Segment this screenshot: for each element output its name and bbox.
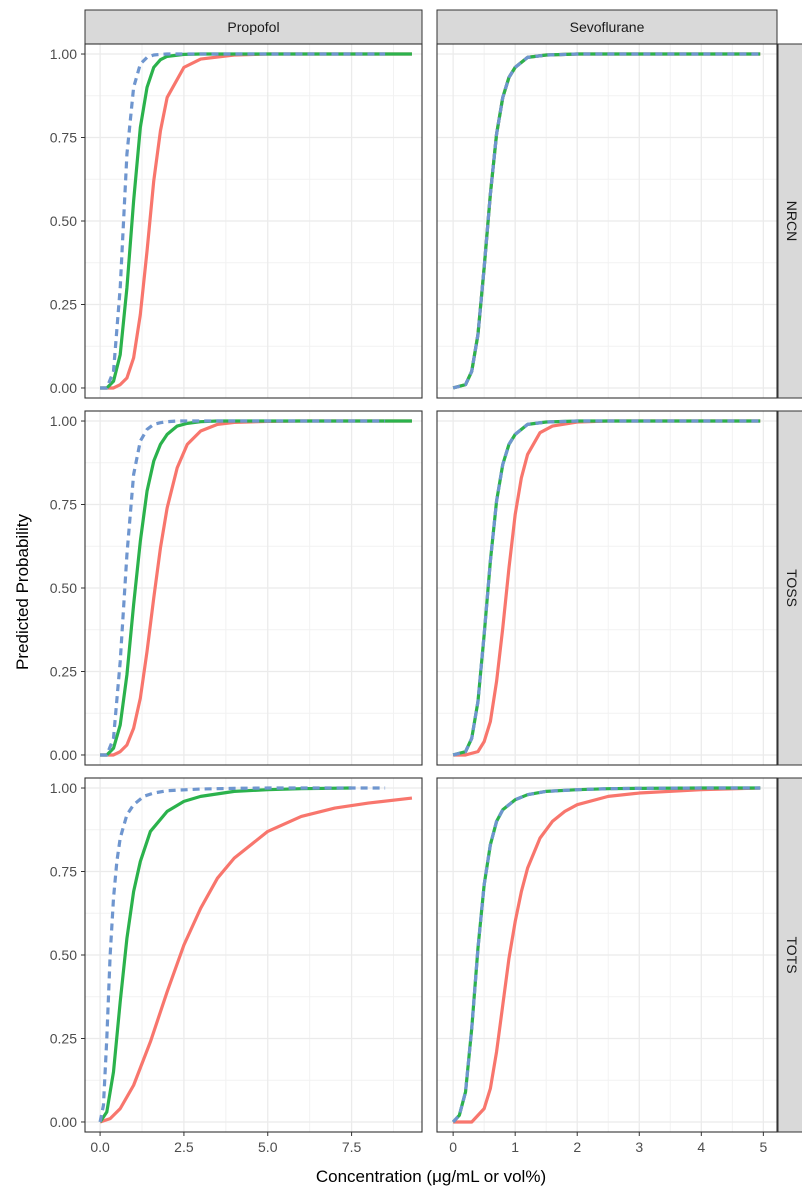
x-tick-label: 5.0 — [258, 1139, 278, 1155]
column-strip — [436, 9, 778, 45]
y-tick-label: 0.50 — [50, 213, 77, 229]
row-strip — [777, 43, 802, 399]
y-tick-label: 0.75 — [50, 497, 77, 513]
row-strip-label: TOTS — [784, 936, 800, 973]
row-strip-label: TOSS — [784, 569, 800, 607]
row-strip — [777, 410, 802, 766]
y-tick-label: 1.00 — [50, 780, 77, 796]
y-tick-label: 0.25 — [50, 296, 77, 312]
column-strip — [84, 9, 423, 45]
y-tick-label: 0.75 — [50, 864, 77, 880]
series-line — [452, 52, 761, 390]
y-tick-label: 1.00 — [50, 46, 77, 62]
x-tick-label: 0 — [449, 1139, 457, 1155]
facet-panel: 0 1 2 3 4 5 — [436, 777, 778, 1155]
row-strip — [777, 777, 802, 1133]
plot-area: Propofol SevofluraneNRCNTOSSTOTS0.000.250… — [50, 9, 802, 1155]
y-tick-label: 0.50 — [50, 580, 77, 596]
x-tick-label: 1 — [511, 1139, 519, 1155]
x-axis-title: Concentration (μg/mL or vol%) — [316, 1167, 546, 1186]
x-tick-label: 3 — [635, 1139, 643, 1155]
facet-panel: 0.00 0.25 0.50 0.75 1.00 — [50, 43, 423, 399]
series-line — [452, 419, 761, 757]
column-strip-label: Sevoflurane — [570, 19, 645, 35]
series-line — [451, 786, 761, 1124]
y-tick-label: 0.25 — [50, 1030, 77, 1046]
y-tick-label: 0.00 — [50, 1114, 77, 1130]
column-strip-label: Propofol — [227, 19, 279, 35]
y-tick-label: 0.00 — [50, 747, 77, 763]
series-line — [98, 786, 386, 1123]
x-tick-label: 4 — [697, 1139, 705, 1155]
x-tick-label: 0.0 — [90, 1139, 110, 1155]
row-strip-label: NRCN — [784, 201, 800, 241]
x-tick-label: 2 — [573, 1139, 581, 1155]
y-tick-label: 0.25 — [50, 663, 77, 679]
facet-panel — [436, 43, 778, 399]
facet-panel — [436, 410, 778, 766]
panel-border — [436, 410, 778, 766]
x-tick-label: 5 — [759, 1139, 767, 1155]
panel-border — [436, 43, 778, 399]
y-tick-label: 1.00 — [50, 413, 77, 429]
series-line — [100, 52, 386, 390]
y-tick-label: 0.75 — [50, 130, 77, 146]
panel-border — [436, 777, 778, 1133]
y-tick-label: 0.50 — [50, 947, 77, 963]
x-tick-label: 2.5 — [174, 1139, 194, 1155]
series-line — [100, 419, 412, 757]
facet-panel: 0.00 0.25 0.50 0.75 1.00 — [50, 410, 423, 766]
facet-panel: 0.00 0.25 0.50 0.75 1.00 0.0 2.5 5.0 7.5 — [50, 777, 423, 1155]
series-line — [99, 796, 413, 1124]
series-line — [98, 786, 352, 1123]
series-line — [453, 786, 761, 1124]
y-axis-title: Predicted Probability — [13, 514, 32, 670]
x-tick-label: 7.5 — [342, 1139, 362, 1155]
y-tick-label: 0.00 — [50, 380, 77, 396]
